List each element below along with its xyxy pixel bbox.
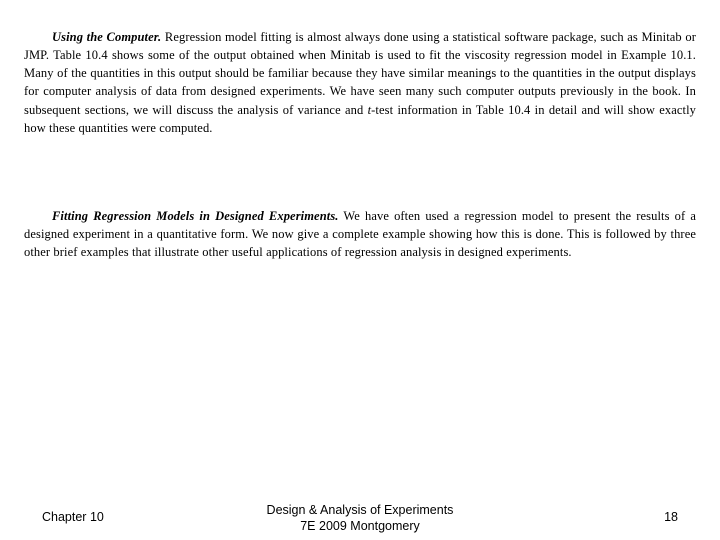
footer-title-line1: Design & Analysis of Experiments (267, 503, 454, 517)
paragraph-fitting-regression: Fitting Regression Models in Designed Ex… (24, 207, 696, 261)
heading-using-computer: Using the Computer. (52, 30, 161, 44)
paragraph-using-computer: Using the Computer. Regression model fit… (24, 28, 696, 137)
footer-title-line2: 7E 2009 Montgomery (300, 519, 420, 533)
heading-fitting-regression: Fitting Regression Models in Designed Ex… (52, 209, 339, 223)
slide-page: Using the Computer. Regression model fit… (0, 0, 720, 540)
paragraph-gap (24, 147, 696, 207)
footer-page-number: 18 (664, 510, 678, 524)
footer-title: Design & Analysis of Experiments 7E 2009… (0, 502, 720, 535)
